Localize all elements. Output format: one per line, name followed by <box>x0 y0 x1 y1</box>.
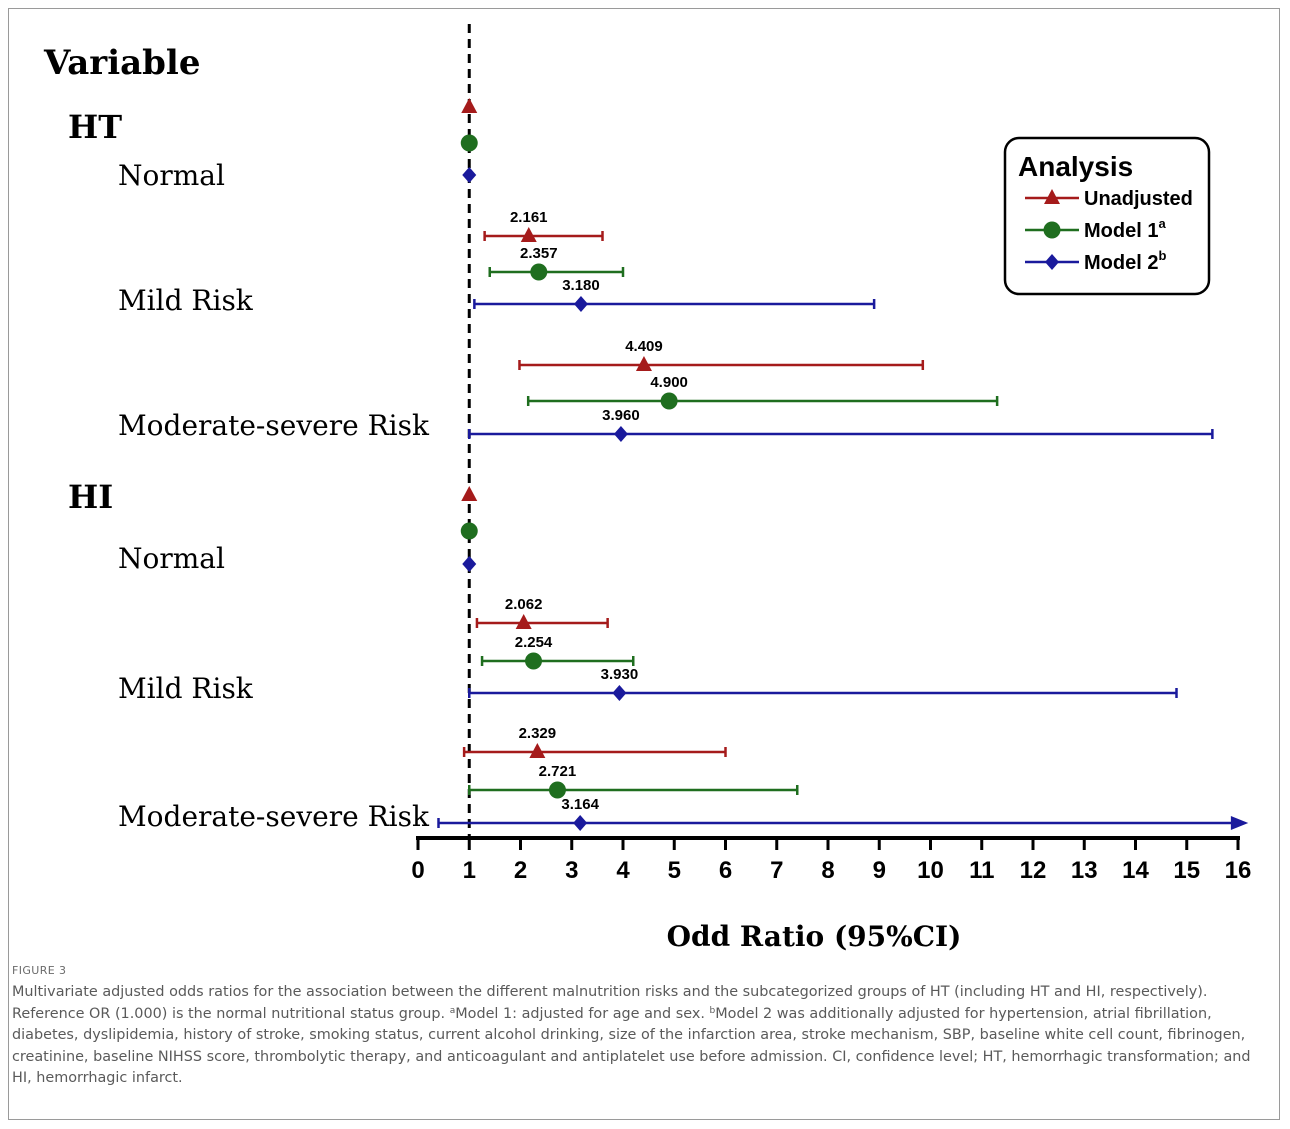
point-marker <box>529 743 546 758</box>
x-tick-label: 4 <box>616 857 630 884</box>
point-marker <box>573 296 588 312</box>
point-marker <box>613 426 628 442</box>
data-label: 2.161 <box>510 209 548 226</box>
legend-title: Analysis <box>1018 151 1133 182</box>
point-marker <box>573 815 588 831</box>
caption-part-2: Model 1: adjusted for age and sex. <box>455 1005 710 1022</box>
legend-superscript: b <box>1158 248 1166 263</box>
row-label: Moderate-severe Risk <box>118 409 430 442</box>
point-marker <box>612 685 627 701</box>
x-tick-label: 9 <box>873 857 886 884</box>
data-label: 3.180 <box>562 277 600 294</box>
point-marker <box>515 614 532 629</box>
point-marker <box>635 356 652 371</box>
x-tick-label: 5 <box>668 857 681 884</box>
data-label: 3.960 <box>602 407 640 424</box>
point-marker <box>525 652 543 670</box>
x-tick-label: 8 <box>821 857 834 884</box>
x-tick-label: 13 <box>1071 857 1098 884</box>
data-label: 2.254 <box>515 634 553 651</box>
legend-superscript: a <box>1158 216 1166 231</box>
point-marker <box>530 263 548 281</box>
data-label: 4.409 <box>625 338 663 355</box>
x-tick-label: 15 <box>1173 857 1200 884</box>
y-axis-title: Variable <box>43 43 200 83</box>
ci-arrow <box>1230 816 1249 830</box>
x-tick-label: 6 <box>719 857 732 884</box>
legend-marker <box>1043 221 1061 239</box>
point-marker <box>462 167 477 183</box>
caption-sup-a: a <box>449 1005 456 1016</box>
caption-part-1: Multivariate adjusted odds ratios for th… <box>12 984 1208 1022</box>
legend-box <box>1003 136 1211 296</box>
legend-label: Model 1a <box>1084 216 1166 242</box>
data-label: 2.062 <box>505 596 543 613</box>
group-label: HT <box>68 108 122 146</box>
point-marker <box>548 781 566 799</box>
data-label: 2.357 <box>520 245 558 262</box>
row-label: Mild Risk <box>118 672 254 705</box>
caption-part-3: Model 2 was additionally adjusted for hy… <box>12 1005 1251 1087</box>
data-label: 3.164 <box>561 796 599 813</box>
point-marker <box>461 486 478 501</box>
x-tick-label: 0 <box>411 857 424 884</box>
x-axis-title: Odd Ratio (95%CI) <box>667 920 962 953</box>
point-marker <box>660 392 678 410</box>
point-marker <box>462 556 477 572</box>
x-tick-label: 2 <box>514 857 527 884</box>
point-marker <box>460 522 478 540</box>
row-label: Mild Risk <box>118 284 254 317</box>
data-label: 3.930 <box>601 666 639 683</box>
row-label: Normal <box>118 159 225 192</box>
point-marker <box>460 134 478 152</box>
x-tick-label: 14 <box>1122 857 1149 884</box>
row-label: Moderate-severe Risk <box>118 800 430 833</box>
data-label: 4.900 <box>650 374 688 391</box>
x-tick-label: 10 <box>917 857 944 884</box>
figure-label: FIGURE 3 <box>12 964 67 977</box>
x-tick-label: 1 <box>463 857 476 884</box>
x-tick-label: 3 <box>565 857 578 884</box>
figure-caption: Multivariate adjusted odds ratios for th… <box>12 982 1274 1090</box>
data-label: 2.721 <box>539 763 577 780</box>
legend-marker <box>1044 189 1060 204</box>
figure-frame <box>8 8 1280 1120</box>
point-marker <box>520 227 537 242</box>
row-label: Normal <box>118 542 225 575</box>
forest-plot: Variable HT Normal Mild Risk 2.161 2.3573.180… <box>43 24 1252 953</box>
legend-label: Model 2b <box>1084 248 1166 274</box>
x-tick-label: 12 <box>1020 857 1047 884</box>
group-label: HI <box>68 478 113 516</box>
x-tick-label: 16 <box>1225 857 1252 884</box>
point-marker <box>461 98 478 113</box>
x-tick-label: 11 <box>969 857 994 884</box>
data-label: 2.329 <box>519 725 557 742</box>
legend-label: Unadjusted <box>1084 188 1193 210</box>
x-tick-label: 7 <box>770 857 783 884</box>
legend-marker <box>1045 254 1059 270</box>
caption-sup-b: b <box>709 1005 716 1016</box>
